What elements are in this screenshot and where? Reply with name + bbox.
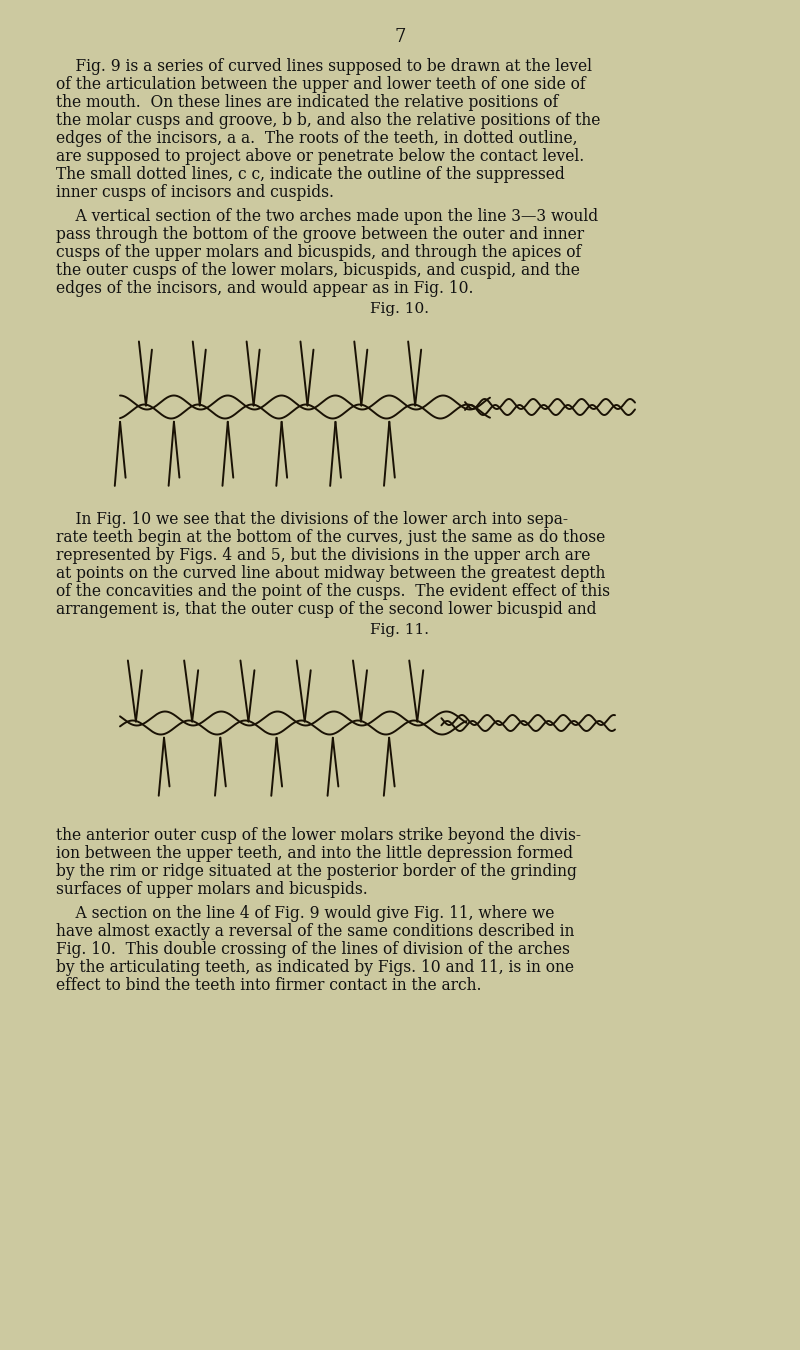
Text: A section on the line 4 of Fig. 9 would give Fig. 11, where we: A section on the line 4 of Fig. 9 would … <box>56 904 554 922</box>
Text: of the concavities and the point of the cusps.  The evident effect of this: of the concavities and the point of the … <box>56 583 610 599</box>
Text: surfaces of upper molars and bicuspids.: surfaces of upper molars and bicuspids. <box>56 882 368 898</box>
Text: Fig. 11.: Fig. 11. <box>370 622 430 637</box>
Text: the anterior outer cusp of the lower molars strike beyond the divis-: the anterior outer cusp of the lower mol… <box>56 828 581 844</box>
Text: of the articulation between the upper and lower teeth of one side of: of the articulation between the upper an… <box>56 76 586 93</box>
Text: represented by Figs. 4 and 5, but the divisions in the upper arch are: represented by Figs. 4 and 5, but the di… <box>56 547 590 564</box>
Text: cusps of the upper molars and bicuspids, and through the apices of: cusps of the upper molars and bicuspids,… <box>56 244 582 261</box>
Text: A vertical section of the two arches made upon the line 3—3 would: A vertical section of the two arches mad… <box>56 208 598 225</box>
Text: arrangement is, that the outer cusp of the second lower bicuspid and: arrangement is, that the outer cusp of t… <box>56 601 597 618</box>
Text: by the rim or ridge situated at the posterior border of the grinding: by the rim or ridge situated at the post… <box>56 863 577 880</box>
Text: rate teeth begin at the bottom of the curves, just the same as do those: rate teeth begin at the bottom of the cu… <box>56 529 606 545</box>
Text: Fig. 10.: Fig. 10. <box>370 302 430 316</box>
Text: the molar cusps and groove, b b, and also the relative positions of the: the molar cusps and groove, b b, and als… <box>56 112 600 130</box>
Text: The small dotted lines, c c, indicate the outline of the suppressed: The small dotted lines, c c, indicate th… <box>56 166 565 184</box>
Text: at points on the curved line about midway between the greatest depth: at points on the curved line about midwa… <box>56 566 606 582</box>
Text: have almost exactly a reversal of the same conditions described in: have almost exactly a reversal of the sa… <box>56 923 574 940</box>
Text: pass through the bottom of the groove between the outer and inner: pass through the bottom of the groove be… <box>56 225 584 243</box>
Text: by the articulating teeth, as indicated by Figs. 10 and 11, is in one: by the articulating teeth, as indicated … <box>56 958 574 976</box>
Text: are supposed to project above or penetrate below the contact level.: are supposed to project above or penetra… <box>56 148 584 165</box>
Text: edges of the incisors, a a.  The roots of the teeth, in dotted outline,: edges of the incisors, a a. The roots of… <box>56 130 578 147</box>
Text: the mouth.  On these lines are indicated the relative positions of: the mouth. On these lines are indicated … <box>56 95 558 111</box>
Text: edges of the incisors, and would appear as in Fig. 10.: edges of the incisors, and would appear … <box>56 279 474 297</box>
Text: inner cusps of incisors and cuspids.: inner cusps of incisors and cuspids. <box>56 184 334 201</box>
Text: Fig. 9 is a series of curved lines supposed to be drawn at the level: Fig. 9 is a series of curved lines suppo… <box>56 58 592 76</box>
Text: ion between the upper teeth, and into the little depression formed: ion between the upper teeth, and into th… <box>56 845 573 863</box>
Text: the outer cusps of the lower molars, bicuspids, and cuspid, and the: the outer cusps of the lower molars, bic… <box>56 262 580 279</box>
Text: effect to bind the teeth into firmer contact in the arch.: effect to bind the teeth into firmer con… <box>56 977 482 994</box>
Text: 7: 7 <box>394 28 406 46</box>
Text: In Fig. 10 we see that the divisions of the lower arch into sepa-: In Fig. 10 we see that the divisions of … <box>56 512 568 528</box>
Text: Fig. 10.  This double crossing of the lines of division of the arches: Fig. 10. This double crossing of the lin… <box>56 941 570 958</box>
